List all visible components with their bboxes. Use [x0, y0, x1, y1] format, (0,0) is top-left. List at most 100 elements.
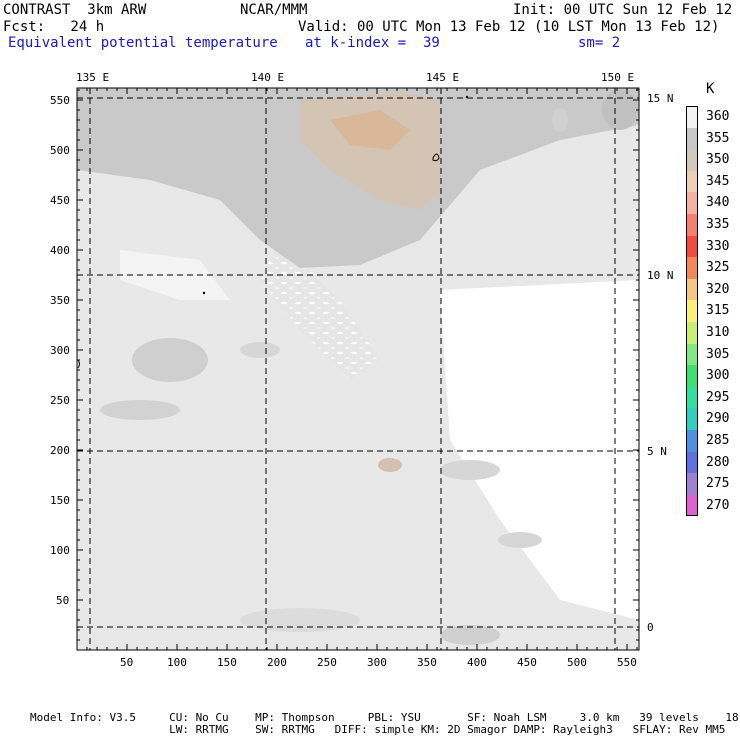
header-smoothing: sm= 2 [578, 35, 621, 51]
header-field-name: Equivalent potential temperature [8, 35, 278, 51]
field-band-345 [330, 110, 410, 150]
legend-item: 350 [686, 149, 736, 171]
legend-label: 270 [706, 497, 730, 513]
legend-item: 280 [686, 451, 736, 474]
legend-label: 275 [706, 476, 730, 492]
y-tick-label: 550 [50, 94, 70, 107]
legend-swatch [686, 170, 698, 193]
x-tick-label: 100 [167, 656, 187, 669]
legend-label: 355 [706, 130, 730, 146]
x-tick-label: 300 [367, 656, 387, 669]
field-patch [602, 90, 638, 130]
legend-swatch [686, 473, 698, 495]
island-outline [202, 291, 206, 295]
axis-ticks [76, 88, 639, 651]
latlon-grid [77, 88, 639, 650]
x-tick-label: 400 [467, 656, 487, 669]
legend-label: 320 [706, 281, 730, 297]
legend-unit: K [706, 81, 715, 97]
lon-label-135e: 135 E [76, 71, 110, 84]
legend-swatch [686, 235, 698, 258]
legend-label: 315 [706, 303, 730, 319]
legend-item: 300 [686, 365, 736, 387]
legend-label: 280 [706, 454, 730, 470]
y-tick-label: 450 [50, 194, 70, 207]
legend-item: 340 [686, 192, 736, 214]
x-tick-label: 50 [120, 656, 134, 669]
legend-item: 330 [686, 235, 736, 258]
y-tick-label: 250 [50, 394, 70, 407]
field-patch [240, 608, 360, 632]
legend-label: 295 [706, 389, 730, 405]
y-tick-label: 50 [56, 594, 70, 607]
footer-physics-info: LW: RRTMG SW: RRTMG DIFF: simple KM: 2D … [30, 723, 726, 736]
legend-item: 305 [686, 343, 736, 366]
field-patch [240, 342, 280, 358]
field-patch [100, 400, 180, 420]
field-white-area-east [440, 280, 639, 620]
lat-label-10n: 10 N [647, 269, 674, 282]
footer-model-info: Model Info: V3.5 CU: No Cu MP: Thompson … [30, 711, 740, 724]
legend-item: 325 [686, 257, 736, 279]
legend-swatch [686, 408, 698, 430]
header-level: at k-index = 39 [305, 35, 440, 51]
legend-item: 295 [686, 386, 736, 409]
legend-swatch [686, 127, 698, 150]
header-organization: NCAR/MMM [240, 2, 308, 18]
field-patch [498, 532, 542, 548]
field-patch [378, 458, 402, 472]
lon-label-145e: 145 E [426, 71, 460, 84]
legend-item: 360 [686, 106, 736, 128]
field-patch [440, 625, 500, 645]
legend-item: 345 [686, 170, 736, 193]
legend-swatch [686, 278, 698, 301]
legend-swatch [686, 451, 698, 474]
field-layer [77, 88, 639, 650]
legend-swatch [686, 106, 698, 128]
legend-item: 355 [686, 127, 736, 150]
legend-item: 335 [686, 214, 736, 236]
lon-label-150e: 150 E [601, 71, 635, 84]
legend-label: 290 [706, 411, 730, 427]
legend-label: 340 [706, 195, 730, 211]
legend-item: 320 [686, 278, 736, 301]
legend-label: 350 [706, 152, 730, 168]
header-init-time: Init: 00 UTC Sun 12 Feb 12 [513, 2, 733, 18]
x-tick-label: 450 [517, 656, 537, 669]
legend-label: 360 [706, 109, 730, 124]
color-legend: 360 355 350 345 340 335 330 325 320 315 310 305 300 2… [686, 106, 729, 517]
y-tick-label: 150 [50, 494, 70, 507]
legend-swatch [686, 494, 698, 517]
x-tick-label: 150 [217, 656, 237, 669]
legend-swatch [686, 300, 698, 322]
y-tick-label: 200 [50, 444, 70, 457]
header-valid-time: Valid: 00 UTC Mon 13 Feb 12 (10 LST Mon … [298, 19, 720, 35]
legend-label: 330 [706, 238, 730, 254]
legend-swatch [686, 365, 698, 387]
legend-item: 315 [686, 300, 736, 322]
field-patch [440, 460, 500, 480]
x-tick-label: 200 [267, 656, 287, 669]
y-tick-label: 300 [50, 344, 70, 357]
legend-swatch [686, 214, 698, 236]
legend-swatch [686, 343, 698, 366]
x-tick-label: 500 [567, 656, 587, 669]
field-patch [132, 338, 208, 382]
x-tick-label: 550 [617, 656, 637, 669]
legend-label: 305 [706, 346, 730, 362]
y-tick-label: 100 [50, 544, 70, 557]
plot-frame [76, 87, 640, 651]
legend-swatch [686, 149, 698, 171]
legend-swatch [686, 257, 698, 279]
y-tick-label: 400 [50, 244, 70, 257]
field-patch [552, 108, 568, 132]
header-model-title: CONTRAST 3km ARW [3, 2, 147, 18]
legend-label: 310 [706, 325, 730, 340]
legend-swatch [686, 322, 698, 344]
field-light-area-west [120, 250, 230, 300]
legend-swatch [686, 192, 698, 214]
y-tick-label: 500 [50, 144, 70, 157]
legend-label: 335 [706, 217, 730, 232]
legend-swatch [686, 430, 698, 452]
